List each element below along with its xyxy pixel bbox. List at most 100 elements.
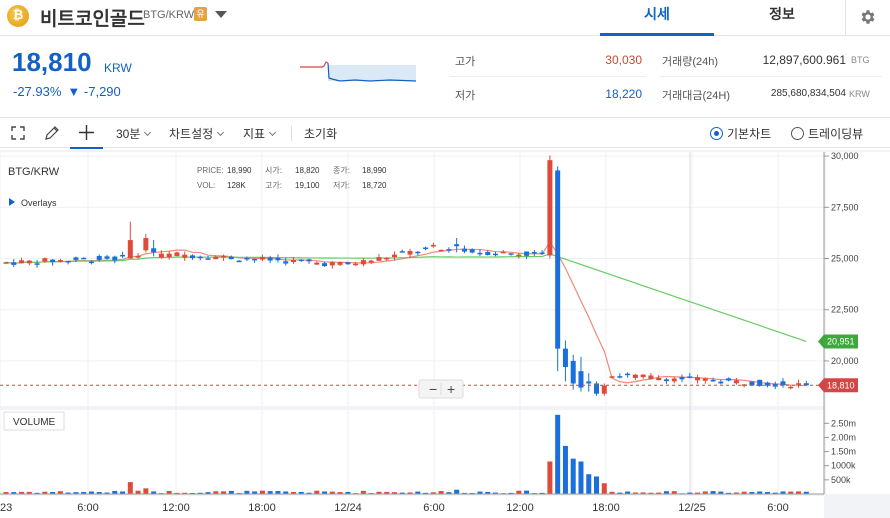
volume-bar[interactable] — [290, 492, 296, 494]
volume-bar[interactable] — [508, 492, 514, 494]
volume-bar[interactable] — [57, 491, 63, 494]
candle-body[interactable] — [648, 375, 654, 379]
candle-body[interactable] — [539, 252, 545, 255]
chart-settings-menu[interactable]: 차트설정 — [169, 125, 225, 142]
indicators-menu[interactable]: 지표 — [243, 125, 277, 142]
candle-body[interactable] — [81, 257, 87, 260]
candle-body[interactable] — [205, 258, 211, 260]
candle-body[interactable] — [11, 262, 17, 265]
candle-body[interactable] — [764, 382, 770, 386]
candle-body[interactable] — [384, 257, 390, 260]
volume-bar[interactable] — [189, 492, 195, 494]
crosshair-tool-button[interactable] — [70, 118, 103, 149]
volume-bar[interactable] — [733, 492, 739, 494]
volume-bar[interactable] — [796, 491, 802, 494]
candle-body[interactable] — [710, 379, 716, 382]
coin-name[interactable]: 비트코인골드 — [40, 8, 145, 30]
candle-body[interactable] — [757, 379, 763, 386]
volume-bar[interactable] — [749, 492, 755, 494]
candle-body[interactable] — [360, 260, 366, 265]
volume-bar[interactable] — [34, 492, 40, 494]
volume-bar[interactable] — [182, 492, 188, 494]
candle-body[interactable] — [275, 257, 281, 261]
volume-bar[interactable] — [726, 492, 732, 494]
candle-body[interactable] — [803, 383, 809, 386]
volume-bar[interactable] — [718, 491, 724, 494]
volume-bar[interactable] — [516, 490, 522, 494]
volume-bar[interactable] — [112, 490, 118, 494]
candle-body[interactable] — [601, 385, 607, 394]
volume-bar[interactable] — [197, 492, 203, 494]
volume-bar[interactable] — [3, 492, 9, 494]
candle-body[interactable] — [702, 378, 708, 381]
volume-bar[interactable] — [337, 492, 343, 494]
candle-body[interactable] — [461, 248, 467, 252]
candle-body[interactable] — [34, 263, 40, 265]
volume-bar[interactable] — [392, 492, 397, 494]
volume-bar[interactable] — [586, 474, 592, 494]
fullscreen-icon[interactable] — [11, 126, 25, 140]
overlays-caret-icon[interactable] — [9, 198, 15, 206]
candle-body[interactable] — [392, 254, 397, 258]
candle-body[interactable] — [454, 244, 460, 247]
volume-bar[interactable] — [710, 491, 716, 494]
volume-bar[interactable] — [88, 491, 94, 494]
volume-bar[interactable] — [50, 492, 56, 494]
candle-body[interactable] — [353, 263, 359, 266]
volume-bar[interactable] — [306, 492, 312, 494]
candle-body[interactable] — [73, 257, 79, 260]
candle-body[interactable] — [617, 376, 623, 378]
tradingview-radio[interactable]: 트레이딩뷰 — [791, 125, 863, 142]
price-pane[interactable] — [0, 152, 824, 406]
candle-body[interactable] — [120, 254, 126, 257]
candle-body[interactable] — [726, 378, 732, 381]
volume-bar[interactable] — [485, 491, 491, 494]
volume-bar[interactable] — [625, 491, 631, 494]
candle-body[interactable] — [135, 255, 141, 258]
volume-bar[interactable] — [174, 492, 180, 494]
candle-body[interactable] — [796, 383, 802, 385]
candle-body[interactable] — [104, 256, 110, 259]
volume-bar[interactable] — [671, 491, 677, 494]
candle-body[interactable] — [500, 251, 506, 254]
volume-bar[interactable] — [438, 491, 444, 494]
volume-bar[interactable] — [609, 491, 615, 494]
candle-body[interactable] — [469, 249, 475, 253]
volume-bar[interactable] — [11, 492, 17, 494]
candle-body[interactable] — [213, 256, 219, 260]
volume-bar[interactable] — [360, 490, 366, 494]
volume-bar[interactable] — [259, 490, 265, 494]
candle-body[interactable] — [485, 251, 491, 255]
volume-bar[interactable] — [461, 492, 467, 494]
volume-bar[interactable] — [275, 491, 281, 494]
candle-body[interactable] — [524, 251, 530, 256]
volume-bar[interactable] — [143, 488, 149, 494]
candle-body[interactable] — [718, 381, 724, 384]
volume-bar[interactable] — [648, 492, 654, 494]
zoom-out-button[interactable]: − — [429, 381, 437, 397]
candle-body[interactable] — [42, 258, 48, 262]
candle-body[interactable] — [19, 260, 25, 264]
volume-bar[interactable] — [539, 492, 545, 494]
candle-body[interactable] — [158, 253, 164, 258]
volume-bar[interactable] — [221, 491, 227, 494]
candle-body[interactable] — [555, 170, 561, 349]
candle-body[interactable] — [345, 262, 351, 265]
volume-bar[interactable] — [454, 489, 460, 494]
candle-body[interactable] — [632, 374, 638, 378]
volume-bar[interactable] — [687, 492, 693, 494]
candle-body[interactable] — [508, 253, 514, 255]
candle-body[interactable] — [236, 260, 242, 263]
candle-body[interactable] — [57, 260, 63, 263]
candle-body[interactable] — [609, 376, 615, 378]
candle-body[interactable] — [516, 254, 522, 257]
candle-body[interactable] — [570, 360, 576, 384]
volume-bar[interactable] — [493, 492, 499, 494]
candle-body[interactable] — [322, 263, 328, 267]
candle-body[interactable] — [415, 251, 421, 254]
candle-body[interactable] — [151, 248, 157, 253]
candle-body[interactable] — [290, 259, 296, 263]
volume-bar[interactable] — [213, 491, 219, 494]
volume-bar[interactable] — [399, 492, 405, 494]
candle-body[interactable] — [283, 261, 289, 264]
